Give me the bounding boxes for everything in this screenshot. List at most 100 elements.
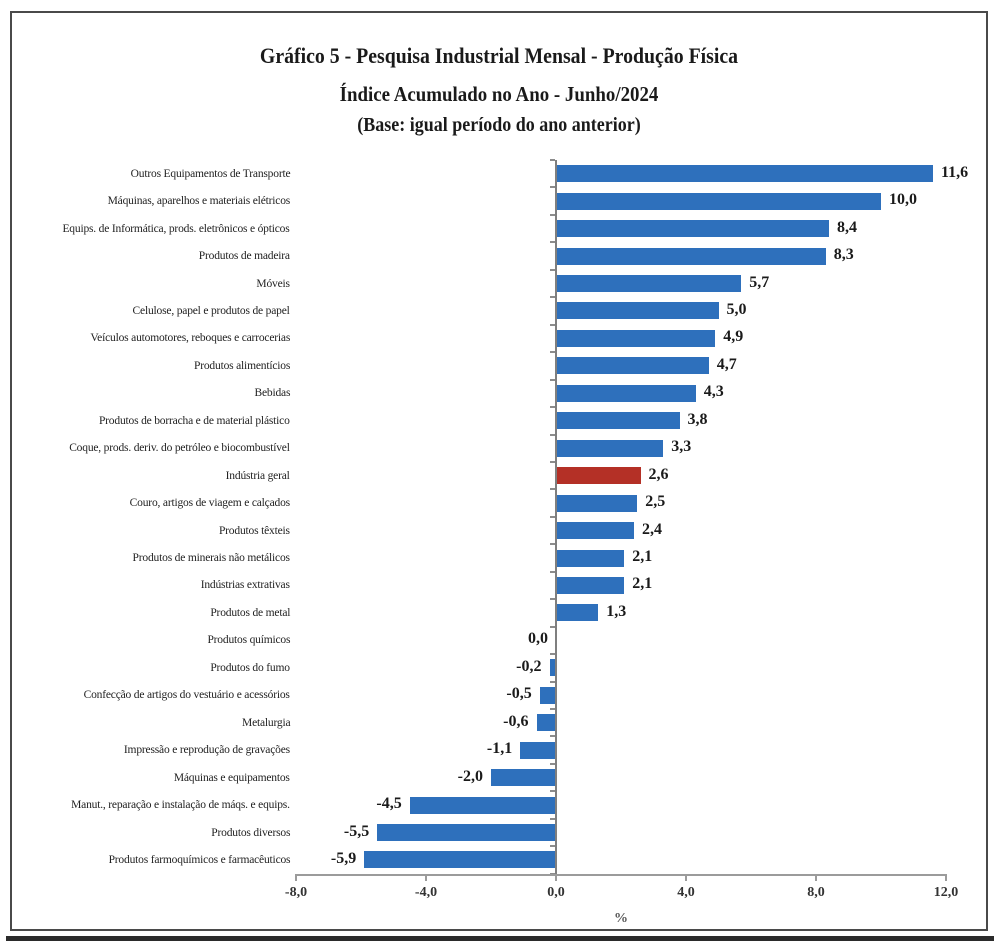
category-axis-tick [550,680,555,683]
bar [556,384,696,402]
bar [409,796,556,814]
category-label: Celulose, papel e produtos de papel [132,302,290,317]
x-tick-label: 8,0 [807,884,825,900]
category-label: Produtos alimentícios [193,357,290,372]
category-label: Veículos automotores, reboques e carroce… [90,330,290,345]
value-label: -1,1 [486,740,513,758]
category-axis-tick [550,433,555,436]
category-axis-tick [550,378,555,381]
x-axis-tick [685,873,687,881]
value-label: 11,6 [941,163,969,181]
value-label: 4,9 [723,328,744,346]
bar [556,412,680,430]
value-label: -0,6 [503,712,529,730]
category-axis-tick [550,268,555,271]
value-label: 2,4 [642,520,662,538]
category-axis-tick [550,159,555,161]
bar [556,275,742,293]
bar [556,165,933,183]
bar [556,604,599,622]
category-label: Metalurgia [241,714,291,729]
category-axis-tick [550,323,555,326]
category-label: Couro, artigos de viagem e calçados [129,495,290,510]
x-axis-tick [945,873,947,881]
category-axis-tick [550,653,555,656]
bar [549,659,556,677]
x-tick-label: 0,0 [547,884,565,900]
category-label: Bebidas [254,385,290,400]
bar [556,522,634,540]
category-axis-tick [550,213,555,216]
category-axis-tick [550,735,555,738]
zero-axis-line [555,160,557,874]
category-label: Produtos de borracha e de material plást… [99,412,290,427]
category-axis-tick [550,488,555,491]
value-label: -5,5 [343,822,370,840]
value-label: -4,5 [376,795,402,813]
value-label: 4,3 [703,383,724,401]
category-label: Produtos têxteis [219,522,290,537]
x-axis-unit-label: % [614,910,628,926]
value-label: 2,5 [645,493,666,511]
x-axis-tick [555,873,557,881]
category-label: Móveis [256,275,291,290]
bar [556,302,719,320]
value-label: 0,0 [528,630,548,648]
category-axis-tick [550,460,555,463]
category-label: Indústrias extrativas [200,577,290,592]
category-label: Confecção de artigos do vestuário e aces… [83,687,290,702]
x-axis-tick [425,873,427,881]
bar-chart: Outros Equipamentos de Transporte 11,6 Máq… [12,13,986,929]
category-axis-tick [550,790,555,793]
category-label: Produtos de minerais não metálicos [132,550,290,565]
category-axis-tick [550,625,555,628]
bar [536,714,556,732]
bar [491,769,556,787]
value-label: -0,2 [516,657,542,675]
category-label: Produtos de madeira [198,248,290,263]
value-label: 4,7 [716,355,737,373]
category-axis-tick [550,543,555,546]
category-label: Equips. de Informática, prods. eletrônic… [62,220,290,235]
category-axis-tick [550,817,555,820]
category-label: Produtos diversos [211,824,290,839]
x-axis-tick [815,873,817,881]
bar-highlight [556,467,641,485]
category-label: Manut., reparação e instalação de máqs. … [71,797,290,812]
value-label: 5,7 [749,273,770,291]
bar [556,192,881,210]
value-label: 2,6 [648,465,669,483]
category-label: Produtos químicos [207,632,290,647]
x-tick-label: -8,0 [284,884,308,900]
bar [556,576,625,594]
bar [539,686,556,704]
x-tick-label: 12,0 [933,884,959,900]
category-axis-tick [550,296,555,299]
bar [556,549,625,567]
bar [520,741,556,759]
bar [364,851,556,869]
category-label: Máquinas e equipamentos [174,769,290,784]
category-axis-tick [550,515,555,518]
chart-title-block: Gráfico 5 - Pesquisa Industrial Mensal -… [12,43,986,137]
category-axis-tick [550,708,555,710]
bar [556,329,716,347]
category-axis-tick [550,186,555,189]
value-label: 2,1 [632,575,653,593]
category-label: Produtos de metal [210,604,290,619]
x-tick-label: -4,0 [414,884,438,900]
value-label: -5,9 [330,849,357,867]
category-label: Produtos do fumo [210,659,291,674]
bar [556,247,826,265]
category-label: Coque, prods. deriv. do petróleo e bioco… [69,440,290,455]
chart-title: Gráfico 5 - Pesquisa Industrial Mensal -… [259,43,739,68]
chart-base-note: (Base: igual período do ano anterior) [357,114,641,136]
category-axis-tick [550,241,555,244]
category-axis-tick [550,351,555,354]
value-label: 8,4 [837,218,857,236]
value-label: 3,8 [687,410,708,428]
category-axis-tick [550,762,555,765]
category-label: Indústria geral [226,467,290,482]
bar [556,439,664,457]
value-label: 2,1 [632,548,653,566]
